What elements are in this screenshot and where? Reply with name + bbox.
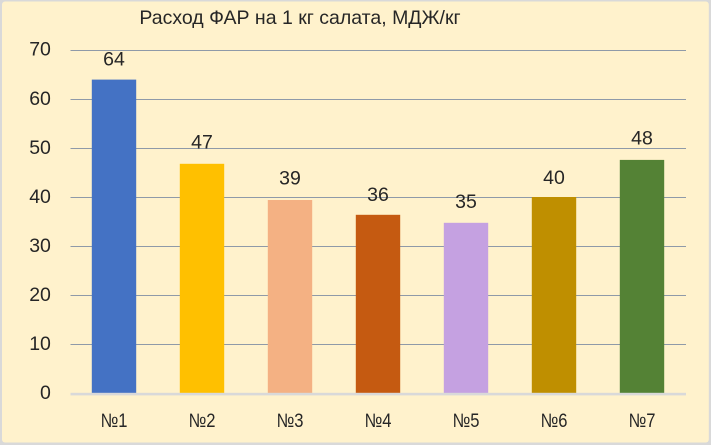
svg-text:№5: №5 (453, 410, 480, 432)
svg-text:№1: №1 (101, 410, 128, 432)
svg-text:60: 60 (29, 88, 51, 110)
svg-text:№4: №4 (365, 410, 392, 432)
svg-text:№7: №7 (629, 410, 656, 432)
svg-text:64: 64 (103, 48, 125, 70)
svg-text:30: 30 (29, 235, 51, 257)
svg-text:48: 48 (631, 128, 653, 150)
svg-text:№2: №2 (189, 410, 216, 432)
svg-text:20: 20 (29, 284, 51, 306)
svg-text:39: 39 (279, 167, 301, 189)
svg-text:47: 47 (191, 132, 213, 154)
svg-text:№6: №6 (541, 410, 568, 432)
svg-text:№3: №3 (277, 410, 304, 432)
svg-text:35: 35 (455, 191, 477, 213)
svg-text:40: 40 (29, 186, 51, 208)
svg-text:70: 70 (29, 39, 51, 61)
svg-text:36: 36 (367, 184, 389, 206)
svg-text:0: 0 (40, 382, 51, 404)
svg-text:10: 10 (29, 333, 51, 355)
svg-text:50: 50 (29, 137, 51, 159)
svg-text:40: 40 (543, 167, 565, 189)
svg-text:Расход ФАР на 1 кг салата, МДЖ: Расход ФАР на 1 кг салата, МДЖ/кг (139, 7, 460, 29)
